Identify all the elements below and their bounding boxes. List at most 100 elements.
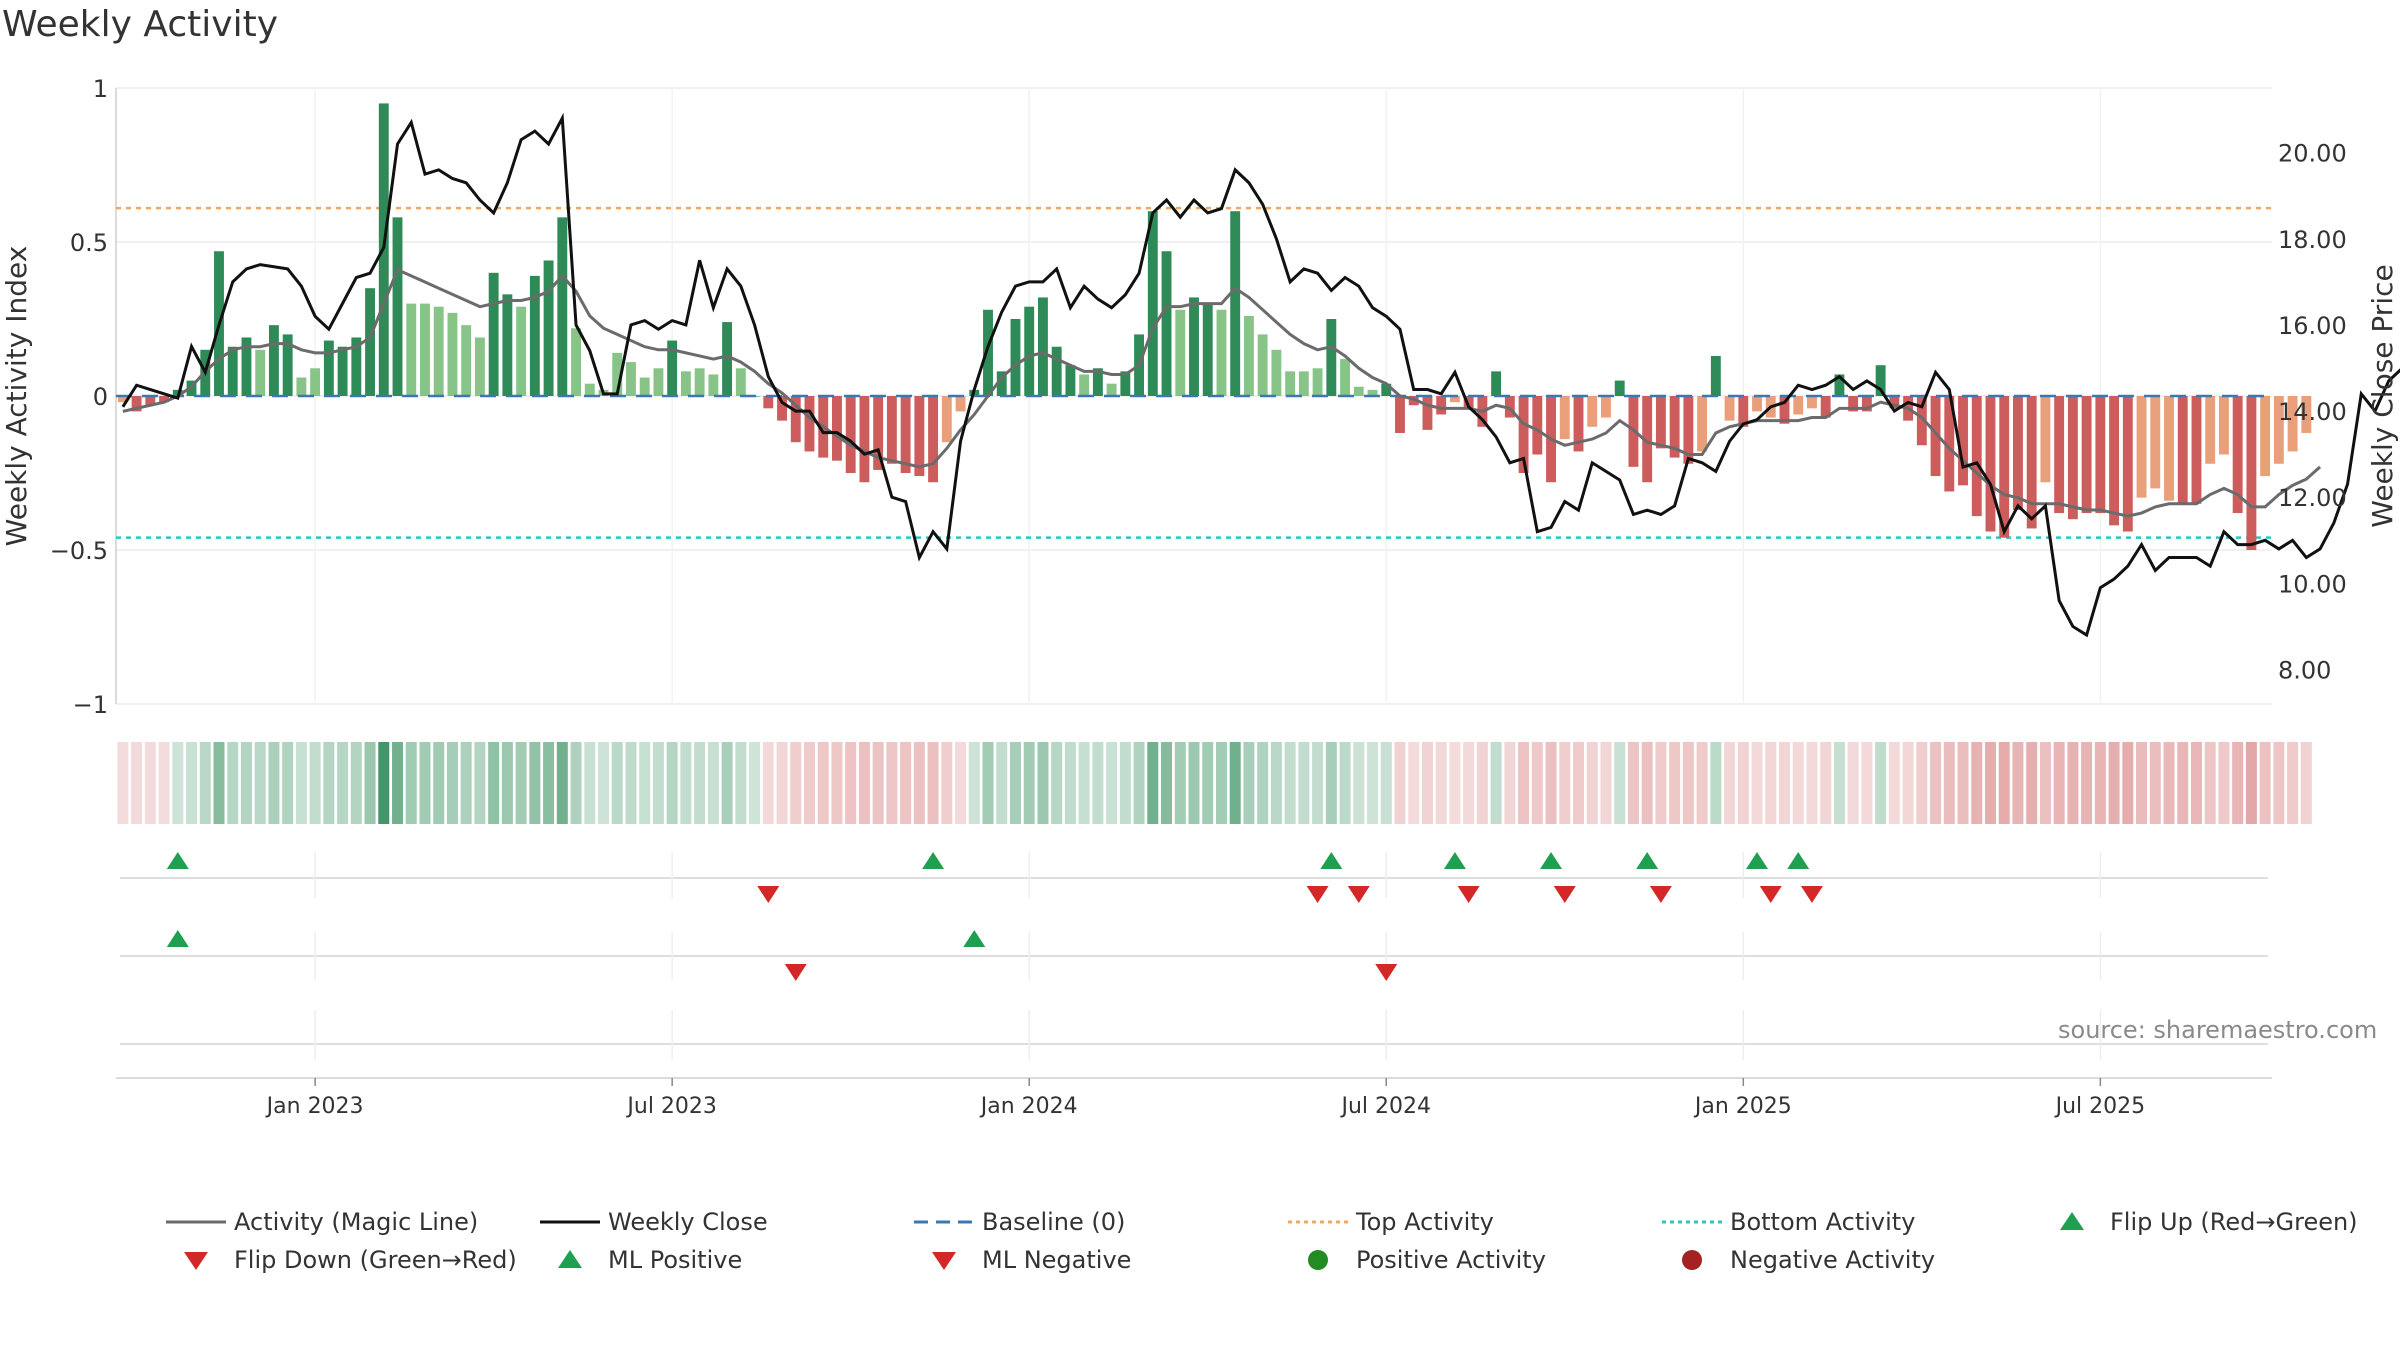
activity-bar [1642,396,1653,483]
activity-bar [1436,396,1447,415]
activity-bar [680,371,691,396]
legend-flip-down: Flip Down (Green→Red) [166,1246,517,1274]
heat-strip-cell [1943,742,1955,824]
heat-strip-cell [1284,742,1296,824]
legend-label: Flip Up (Red→Green) [2110,1208,2358,1236]
negative-dot-icon [1682,1250,1702,1270]
activity-bar [1367,389,1378,396]
heat-strip-cell [2094,742,2106,824]
heat-strip-cell [1600,742,1612,824]
heat-strip-cell [282,742,294,824]
heat-strip-cell [1188,742,1200,824]
activity-bar [2287,396,2298,452]
activity-bar [2067,396,2078,520]
activity-bar [420,303,430,396]
activity-bar [983,309,993,396]
y-tick-label: 1 [93,75,108,103]
heat-strip-cell [268,742,280,824]
flip-down-marker [1306,886,1329,903]
heat-strip-cell [996,742,1008,824]
flip-down-marker [1347,886,1370,903]
heat-strip-cell [1298,742,1310,824]
heat-strip-cell [625,742,637,824]
y-tick-label: 0.5 [70,229,108,257]
activity-bar [2301,396,2312,433]
heat-strip-cell [817,742,829,824]
x-tick-label: Jan 2025 [1693,1094,1792,1119]
activity-bar [1298,371,1309,396]
flip-down-triangle-icon [184,1252,208,1270]
heat-strip-cell [364,742,376,824]
heat-strip-cell [982,742,994,824]
activity-bar [268,325,279,396]
legend-label: Top Activity [1356,1208,1494,1236]
heat-strip-cell [213,742,225,824]
heat-strip-cell [1037,742,1049,824]
heat-strip-cell [323,742,335,824]
activity-bar [1449,396,1460,403]
activity-bar [1697,396,1708,452]
right-tick-label: 8.00 [2278,657,2331,685]
activity-bar [2150,396,2161,489]
heat-strip-cell [749,742,761,824]
heat-strip-cell [186,742,198,824]
activity-bar [1202,303,1213,396]
activity-bar [1820,396,1831,418]
x-tick-label: Jan 2024 [979,1094,1078,1119]
heat-strip-cell [117,742,129,824]
x-tick-label: Jul 2024 [1339,1094,1431,1119]
flip-up-marker [1320,852,1343,869]
activity-bar [1834,374,1845,396]
flip-down-marker [1553,886,1576,903]
activity-bar [1065,365,1076,396]
heat-strip-cell [1421,742,1433,824]
heat-strip-cell [707,742,719,824]
activity-bar [626,362,636,396]
legend-top-activity-icon [1288,1220,1348,1224]
activity-bar [1944,396,1955,492]
activity-bar [1999,396,2010,538]
heat-strip-cell [872,742,884,824]
activity-bar [2122,396,2133,532]
ml-down-marker [784,964,807,981]
heat-strip-cell [1916,742,1928,824]
heat-strip-cell [831,742,843,824]
heat-strip-cell [858,742,870,824]
activity-bar [2095,396,2106,514]
activity-bar [1930,396,1941,477]
heat-strip-cell [309,742,321,824]
flip-up-marker [1746,852,1769,869]
activity-bar [447,312,458,396]
legend-magic-line: Activity (Magic Line) [166,1208,478,1236]
activity-bar [557,217,568,396]
heat-strip-cell [227,742,239,824]
y-tick-label: 0 [93,383,108,411]
activity-bar [1216,309,1227,396]
heat-strip-cell [378,742,390,824]
heat-strip-cell [2287,742,2299,824]
heat-strip-cell [955,742,967,824]
legend-ml-negative: ML Negative [914,1246,1131,1274]
activity-bar [1985,396,1996,532]
heat-strip-cell [1696,742,1708,824]
heat-strip-cell [1710,742,1722,824]
activity-bar [1257,334,1268,396]
activity-bar [2218,396,2229,455]
right-tick-label: 20.00 [2278,140,2347,168]
activity-bar [1189,297,1199,396]
legend-label: Baseline (0) [982,1208,1126,1236]
activity-bar [1079,374,1090,396]
heat-strip-cell [927,742,939,824]
heat-strip-cell [254,742,266,824]
heat-strip-cell [1476,742,1488,824]
activity-bar [1353,386,1364,396]
legend-baseline-icon [914,1220,974,1224]
activity-bar [351,337,362,396]
heat-strip-cell [1270,742,1282,824]
activity-bar [1285,371,1296,396]
activity-bar [1106,383,1117,396]
activity-bar [941,396,952,443]
legend-weekly-close: Weekly Close [540,1208,768,1236]
activity-bar [1024,306,1035,396]
